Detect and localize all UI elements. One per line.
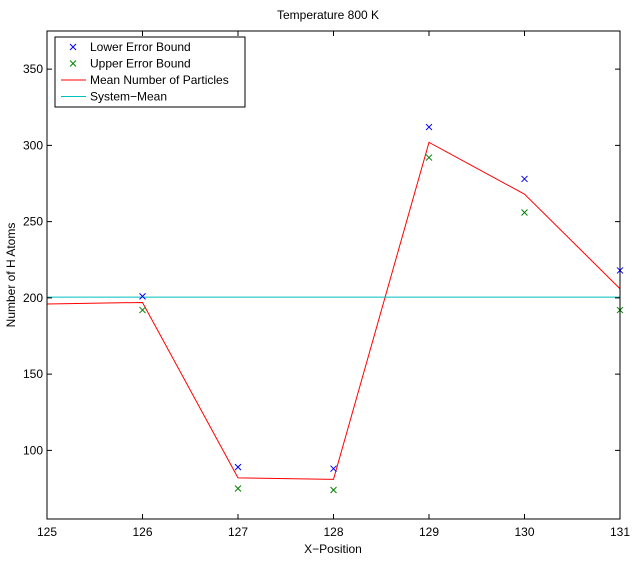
series-1-marker-4-stroke-b xyxy=(521,209,528,216)
series-0-marker-0 xyxy=(139,292,146,300)
series-0-marker-4-stroke-b xyxy=(521,175,528,183)
series-1-marker-3 xyxy=(425,154,433,161)
x-tick-label-5: 130 xyxy=(514,525,534,539)
x-tick-label-0: 125 xyxy=(37,525,57,539)
y-tick-label-4: 300 xyxy=(23,138,43,152)
series-0-marker-2-stroke-b xyxy=(330,465,337,473)
legend-swatch-1-stroke-b xyxy=(69,60,77,67)
legend-label-1: Upper Error Bound xyxy=(90,57,191,71)
chart-marks xyxy=(46,123,624,494)
x-tick-label-1: 126 xyxy=(132,525,152,539)
legend-swatch-0-stroke-b xyxy=(69,43,77,51)
series-1-marker-4 xyxy=(521,209,528,216)
series-1-marker-2 xyxy=(330,486,337,494)
x-tick-label-4: 129 xyxy=(419,525,439,539)
y-tick-label-2: 200 xyxy=(23,291,43,305)
x-tick-label-2: 127 xyxy=(228,525,248,539)
series-0-marker-2 xyxy=(330,465,337,473)
y-tick-label-0: 100 xyxy=(23,443,43,457)
legend-swatch-0 xyxy=(69,43,77,51)
x-tick-label-6: 131 xyxy=(610,525,630,539)
y-axis-label: Number of H Atoms xyxy=(4,223,18,328)
x-axis-label: X−Position xyxy=(304,542,362,556)
axis-ticks: 125 126 127 128 129 130 131 100 150 200 250 300 350 xyxy=(23,31,630,539)
series-0-marker-4 xyxy=(521,175,528,183)
series-1-marker-3-stroke-b xyxy=(425,154,433,161)
legend-label-3: System−Mean xyxy=(90,90,167,104)
series-0-marker-0-stroke-b xyxy=(139,292,146,300)
series-1-marker-2-stroke-b xyxy=(330,486,337,494)
legend: Lower Error Bound Upper Error Bound Mean N… xyxy=(54,36,246,108)
series-0-marker-3-stroke-b xyxy=(425,123,433,131)
chart-title: Temperature 800 K xyxy=(277,8,379,22)
series-0-marker-3 xyxy=(425,123,433,131)
legend-label-2: Mean Number of Particles xyxy=(90,73,229,87)
y-tick-label-1: 150 xyxy=(23,367,43,381)
y-tick-label-3: 250 xyxy=(23,215,43,229)
series-line-2 xyxy=(46,141,621,480)
legend-label-0: Lower Error Bound xyxy=(90,40,191,54)
legend-swatch-1 xyxy=(69,60,77,67)
series-1-marker-1 xyxy=(234,485,242,492)
series-0-marker-1 xyxy=(234,463,242,471)
legend-box xyxy=(54,36,246,108)
series-1-marker-1-stroke-b xyxy=(234,485,242,492)
x-tick-label-3: 128 xyxy=(323,525,343,539)
plot-area xyxy=(47,31,620,519)
series-1-marker-0 xyxy=(139,306,146,314)
y-tick-label-5: 350 xyxy=(23,62,43,76)
series-0-marker-1-stroke-b xyxy=(234,463,242,471)
series-1-marker-0-stroke-b xyxy=(139,306,146,314)
